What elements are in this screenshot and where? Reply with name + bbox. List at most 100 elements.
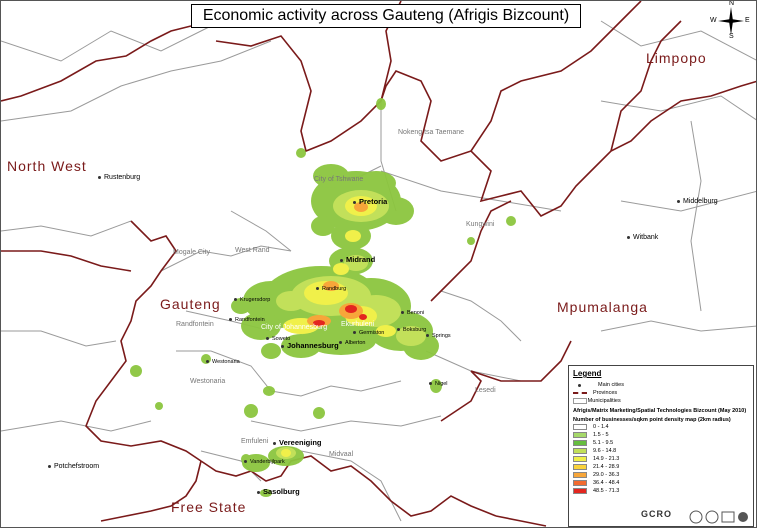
town-label-springs: Springs xyxy=(426,333,451,339)
legend-swatch xyxy=(573,440,587,446)
legend-title: Legend xyxy=(573,369,602,378)
municipality-label-kungwini: Kungwini xyxy=(466,221,495,228)
city-dot-icon xyxy=(281,344,284,348)
province-label-limpopo: Limpopo xyxy=(646,50,707,66)
city-label-johannesburg: Johannesburg xyxy=(281,341,339,350)
town-dot-icon xyxy=(244,460,247,464)
legend-row-provinces: Provinces xyxy=(573,389,749,397)
legend-swatch xyxy=(573,488,587,494)
city-dot-icon xyxy=(273,441,276,445)
town-label-krugersdorp: Krugersdorp xyxy=(234,297,270,303)
legend-class-label: 36.4 - 48.4 xyxy=(593,480,620,486)
city-dot-icon xyxy=(578,383,581,387)
municipality-label-lesedi: Lesedi xyxy=(475,387,496,394)
town-dot-icon xyxy=(229,318,232,322)
municipality-label-emfuleni: Emfuleni xyxy=(241,438,269,445)
legend-swatch xyxy=(573,432,587,438)
legend-swatch xyxy=(573,464,587,470)
legend-class-row: 21.4 - 28.9 xyxy=(573,463,749,471)
town-dot-icon xyxy=(353,331,356,335)
density-surface xyxy=(130,98,516,497)
legend-class-row: 5.1 - 9.5 xyxy=(573,439,749,447)
legend-class-label: 29.0 - 36.3 xyxy=(593,472,620,478)
province-label-mpumalanga: Mpumalanga xyxy=(557,299,648,315)
town-label-germiston: Germiston xyxy=(353,330,384,336)
municipality-label-nokeng: Nokeng tsa Taemane xyxy=(398,129,465,136)
province-line-icon xyxy=(573,392,587,394)
legend-class-label: 1.5 - 5 xyxy=(593,432,609,438)
legend-class-row: 1.5 - 5 xyxy=(573,431,749,439)
town-label-vanderbijlpark: Vanderbijlpark xyxy=(244,459,285,465)
city-label-witbank: Witbank xyxy=(627,234,658,241)
compass-s: S xyxy=(729,33,734,40)
legend-row-main-cities: Main cities xyxy=(573,381,749,389)
legend-class-row: 29.0 - 36.3 xyxy=(573,471,749,479)
town-label-boksburg: Boksburg xyxy=(397,327,426,333)
legend-class-row: 36.4 - 48.4 xyxy=(573,479,749,487)
province-label-gauteng: Gauteng xyxy=(160,296,221,312)
partner-logos-icon xyxy=(689,510,748,524)
town-dot-icon xyxy=(266,337,269,341)
legend-class-row: 48.5 - 71.3 xyxy=(573,487,749,495)
province-label-north-west: North West xyxy=(7,158,87,174)
municipality-label-midvaal: Midvaal xyxy=(329,451,354,458)
compass-e: E xyxy=(745,17,750,24)
municipality-box-icon xyxy=(573,398,587,404)
municipality-label-west-rand: West Rand xyxy=(235,247,270,254)
compass-n: N xyxy=(729,0,735,7)
legend-swatch xyxy=(573,456,587,462)
legend-class-row: 0 - 1.4 xyxy=(573,423,749,431)
map-title: Economic activity across Gauteng (Afrigi… xyxy=(191,4,581,28)
municipality-label-tshwane: City of Tshwane xyxy=(314,176,364,183)
city-dot-icon xyxy=(257,490,260,494)
legend-class-label: 5.1 - 9.5 xyxy=(593,440,614,446)
town-label-benoni: Benoni xyxy=(401,310,424,316)
province-label-free-state: Free State xyxy=(171,499,247,515)
city-label-middelburg: Middelburg xyxy=(677,198,718,205)
legend-class-label: 21.4 - 28.9 xyxy=(593,464,620,470)
city-dot-icon xyxy=(627,235,630,239)
city-label-midrand: Midrand xyxy=(340,255,375,264)
town-dot-icon xyxy=(401,311,404,315)
town-dot-icon xyxy=(426,334,429,338)
north-arrow-icon: N S W E xyxy=(710,0,750,40)
legend-swatch xyxy=(573,424,587,430)
town-dot-icon xyxy=(234,298,237,302)
city-label-sasolburg: Sasolburg xyxy=(257,487,300,496)
legend-swatch xyxy=(573,480,587,486)
legend-density-title: Number of businesses/sqkm point density … xyxy=(573,417,731,423)
legend-class-label: 9.6 - 14.8 xyxy=(593,448,617,454)
town-label-nigel: Nigel xyxy=(429,381,448,387)
municipality-label-westonaria: Westonaria xyxy=(190,378,226,385)
town-label-randfontein: Randfontein xyxy=(229,317,265,323)
gcro-logo: GCRO xyxy=(641,509,672,519)
legend-classes: 0 - 1.4 1.5 - 5 5.1 - 9.5 9.6 - 14.8 14.9 - … xyxy=(573,423,749,495)
city-dot-icon xyxy=(677,199,680,203)
legend-class-label: 0 - 1.4 xyxy=(593,424,609,430)
municipality-label-randfontein: Randfontein xyxy=(176,321,214,328)
town-dot-icon xyxy=(316,287,319,291)
town-label-westonaria: Westonaria xyxy=(206,359,240,365)
legend-class-label: 14.9 - 21.3 xyxy=(593,456,620,462)
town-label-randburg: Randburg xyxy=(316,286,346,292)
city-label-rustenburg: Rustenburg xyxy=(98,174,140,181)
legend-class-label: 48.5 - 71.3 xyxy=(593,488,620,494)
town-dot-icon xyxy=(339,341,342,345)
legend-swatch xyxy=(573,448,587,454)
city-dot-icon xyxy=(353,200,356,204)
city-label-pretoria: Pretoria xyxy=(353,197,387,206)
legend-class-row: 14.9 - 21.3 xyxy=(573,455,749,463)
map-legend: Legend Main cities Provinces Local Munic… xyxy=(568,365,754,527)
compass-w: W xyxy=(710,17,717,24)
city-label-vereeniging: Vereeniging xyxy=(273,438,322,447)
city-dot-icon xyxy=(340,258,343,262)
municipality-label-joburg: City of Johannesburg xyxy=(261,324,328,331)
legend-row-municipalities: Local Municipalities xyxy=(573,398,621,404)
town-dot-icon xyxy=(397,328,400,332)
legend-swatch xyxy=(573,472,587,478)
city-label-potchefstroom: Potchefstroom xyxy=(48,463,99,470)
town-label-alberton: Alberton xyxy=(339,340,366,346)
